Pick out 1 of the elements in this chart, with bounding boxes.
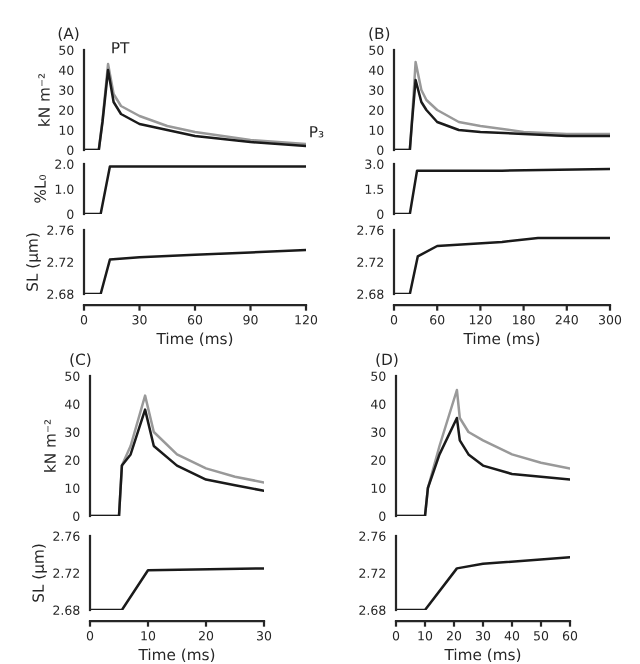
line-series bbox=[394, 236, 610, 294]
